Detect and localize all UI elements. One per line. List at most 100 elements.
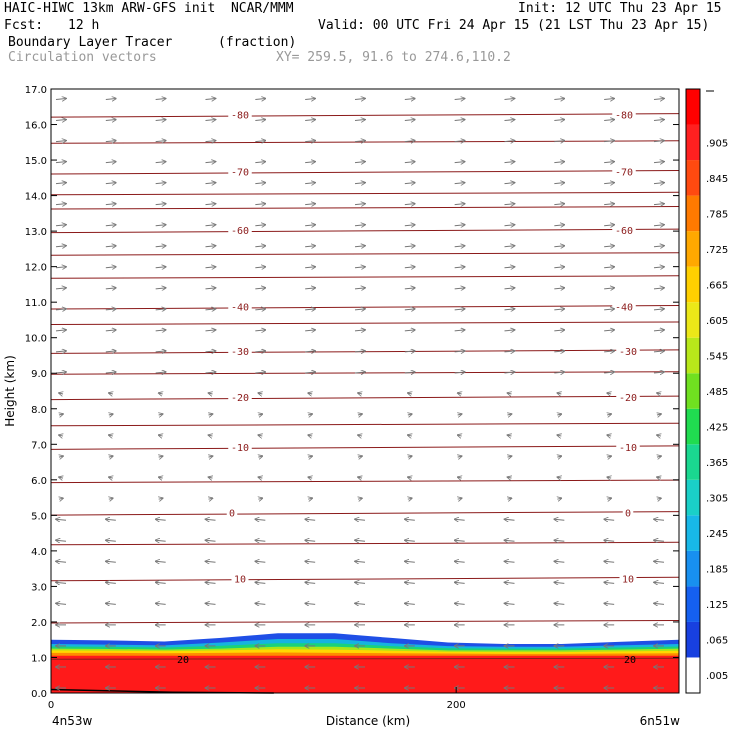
vector-arrow bbox=[55, 141, 66, 142]
contour-label-bg bbox=[231, 574, 249, 585]
vector-arrow bbox=[657, 498, 661, 499]
vector-arrow bbox=[454, 246, 465, 247]
vector-arrow bbox=[408, 393, 412, 394]
vector-arrow bbox=[155, 267, 166, 268]
contour-label-bg bbox=[616, 442, 640, 453]
contour-line bbox=[50, 206, 680, 210]
vector-arrow bbox=[305, 540, 316, 541]
vector-arrow bbox=[604, 225, 614, 226]
vector-arrow bbox=[55, 225, 66, 226]
vector-arrow bbox=[258, 498, 262, 499]
contour-label: -30 bbox=[619, 347, 637, 358]
vector-arrow bbox=[454, 120, 465, 121]
vector-arrow bbox=[504, 204, 515, 205]
contour-label-bg bbox=[622, 508, 634, 519]
vector-arrow bbox=[604, 330, 614, 331]
valid-time: Valid: 00 UTC Fri 24 Apr 15 (21 LST Thu … bbox=[318, 18, 710, 33]
vector-arrow bbox=[159, 393, 163, 394]
vector-arrow bbox=[607, 414, 611, 415]
vector-arrow bbox=[55, 99, 66, 100]
y-tick-label: 15.0 bbox=[25, 156, 47, 167]
y-tick-label: 17.0 bbox=[25, 85, 47, 96]
vector-arrow bbox=[255, 267, 265, 268]
vector-arrow bbox=[258, 456, 262, 457]
vector-arrow bbox=[408, 456, 412, 457]
vector-arrow bbox=[458, 477, 462, 478]
vector-arrow bbox=[209, 498, 213, 499]
vector-arrow bbox=[109, 456, 113, 457]
vector-arrow bbox=[109, 435, 113, 436]
vector-arrow bbox=[155, 372, 166, 373]
vector-arrow bbox=[308, 414, 312, 415]
contour-line bbox=[50, 422, 680, 427]
vector-arrow bbox=[305, 330, 315, 331]
vector-arrow bbox=[159, 414, 163, 415]
vector-arrow bbox=[354, 120, 365, 121]
x-left-endpoint-label: 4n53w bbox=[52, 714, 93, 728]
vector-arrow bbox=[156, 561, 166, 562]
vector-arrow bbox=[458, 456, 462, 457]
vector-arrow bbox=[408, 498, 412, 499]
vector-arrow bbox=[59, 414, 63, 415]
y-tick-label: 10.0 bbox=[25, 334, 47, 345]
vector-arrow bbox=[504, 162, 515, 163]
vector-arrow bbox=[358, 435, 362, 436]
vector-arrow bbox=[408, 435, 412, 436]
vector-arrow bbox=[455, 519, 465, 520]
vector-arrow bbox=[455, 603, 465, 604]
vector-arrow bbox=[508, 414, 512, 415]
vector-arrow bbox=[305, 603, 316, 604]
vector-arrow bbox=[504, 267, 515, 268]
colorbar-label: .845 bbox=[706, 174, 728, 185]
vector-arrow bbox=[205, 351, 216, 352]
colorbar-swatch bbox=[686, 586, 700, 622]
vector-arrow bbox=[205, 267, 216, 268]
vector-arrow bbox=[305, 162, 315, 163]
vector-arrow bbox=[55, 183, 66, 184]
vector-arrow bbox=[308, 456, 312, 457]
vector-arrow bbox=[255, 141, 265, 142]
vector-arrow bbox=[55, 330, 66, 331]
vector-arrow bbox=[604, 246, 614, 247]
plot-frame bbox=[50, 88, 680, 694]
vector-arrow bbox=[454, 288, 465, 289]
colorbar-swatch bbox=[686, 195, 700, 232]
vector-arrow bbox=[155, 99, 166, 100]
vector-arrow bbox=[653, 141, 664, 142]
y-tick-label: 0.0 bbox=[31, 689, 47, 700]
vector-arrow bbox=[404, 246, 415, 247]
contour-line bbox=[50, 140, 680, 144]
contour-line bbox=[50, 479, 680, 484]
colorbar-swatch bbox=[686, 373, 700, 409]
vector-arrow bbox=[405, 603, 415, 604]
field-name: Boundary Layer Tracer bbox=[8, 35, 173, 50]
vector-arrow bbox=[354, 309, 365, 310]
vector-arrow bbox=[504, 288, 515, 289]
contour-label: -40 bbox=[615, 303, 633, 314]
vector-arrow bbox=[156, 582, 166, 583]
vector-arrow bbox=[604, 519, 615, 520]
vector-arrow bbox=[657, 435, 661, 436]
vector-arrow bbox=[554, 603, 565, 604]
vector-arrow bbox=[454, 141, 465, 142]
vector-arrow bbox=[206, 603, 216, 604]
contour-label-bg bbox=[616, 393, 640, 404]
vector-arrow bbox=[255, 582, 266, 583]
vector-arrow bbox=[604, 288, 614, 289]
y-tick-label: 13.0 bbox=[25, 227, 47, 238]
y-tick-label: 4.0 bbox=[31, 547, 47, 558]
vector-arrow bbox=[55, 162, 66, 163]
colorbar-label: .425 bbox=[706, 423, 728, 434]
field-units: (fraction) bbox=[218, 35, 297, 50]
vector-arrow bbox=[604, 162, 614, 163]
vector-arrow bbox=[404, 309, 415, 310]
vector-arrow bbox=[354, 204, 365, 205]
vector-arrow bbox=[604, 603, 615, 604]
colorbar-swatch bbox=[686, 515, 700, 551]
vector-arrow bbox=[404, 183, 415, 184]
contour-label-bg bbox=[228, 346, 252, 357]
vector-arrow bbox=[355, 519, 366, 520]
colorbar-label: .245 bbox=[706, 529, 728, 540]
vector-arrow bbox=[654, 582, 665, 583]
